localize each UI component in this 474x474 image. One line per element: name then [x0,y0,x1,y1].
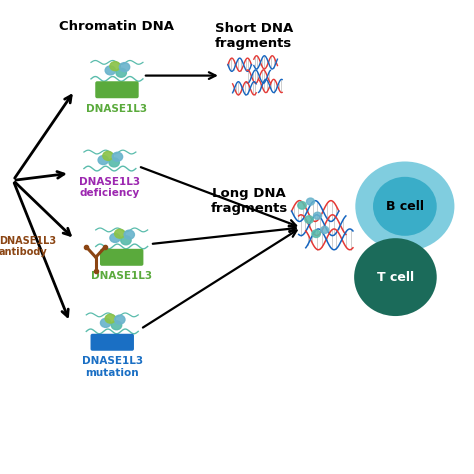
Text: Chromatin DNA: Chromatin DNA [59,20,174,33]
Ellipse shape [100,319,111,328]
Text: DNASE1L3
mutation: DNASE1L3 mutation [82,356,143,378]
Ellipse shape [98,155,109,164]
Ellipse shape [305,216,313,223]
Ellipse shape [356,162,455,251]
Text: DNASE1L3: DNASE1L3 [91,272,152,282]
Ellipse shape [116,68,127,77]
Ellipse shape [115,229,125,238]
Text: B cell: B cell [386,200,424,213]
FancyBboxPatch shape [91,334,134,351]
Ellipse shape [110,62,120,71]
Ellipse shape [112,152,123,161]
Ellipse shape [103,151,113,160]
Ellipse shape [115,315,125,324]
Ellipse shape [121,236,131,245]
Ellipse shape [373,177,437,236]
FancyBboxPatch shape [95,81,139,98]
Ellipse shape [124,230,135,239]
Text: Short DNA
fragments: Short DNA fragments [215,22,293,50]
Text: Long DNA
fragments: Long DNA fragments [210,187,288,216]
Ellipse shape [105,66,116,75]
Text: DNASE1L3
deficiency: DNASE1L3 deficiency [79,177,140,198]
FancyBboxPatch shape [100,249,144,266]
Ellipse shape [307,198,314,205]
Ellipse shape [105,314,116,323]
Text: T cell: T cell [377,271,414,283]
Ellipse shape [312,230,320,237]
Ellipse shape [313,212,321,219]
Text: DNASE1L3
antibody: DNASE1L3 antibody [0,236,56,257]
Ellipse shape [119,63,130,72]
Ellipse shape [109,158,119,167]
Ellipse shape [354,238,437,316]
Ellipse shape [111,321,122,330]
Ellipse shape [320,227,328,234]
Ellipse shape [110,234,120,242]
Ellipse shape [298,201,306,209]
Text: DNASE1L3: DNASE1L3 [86,104,147,114]
